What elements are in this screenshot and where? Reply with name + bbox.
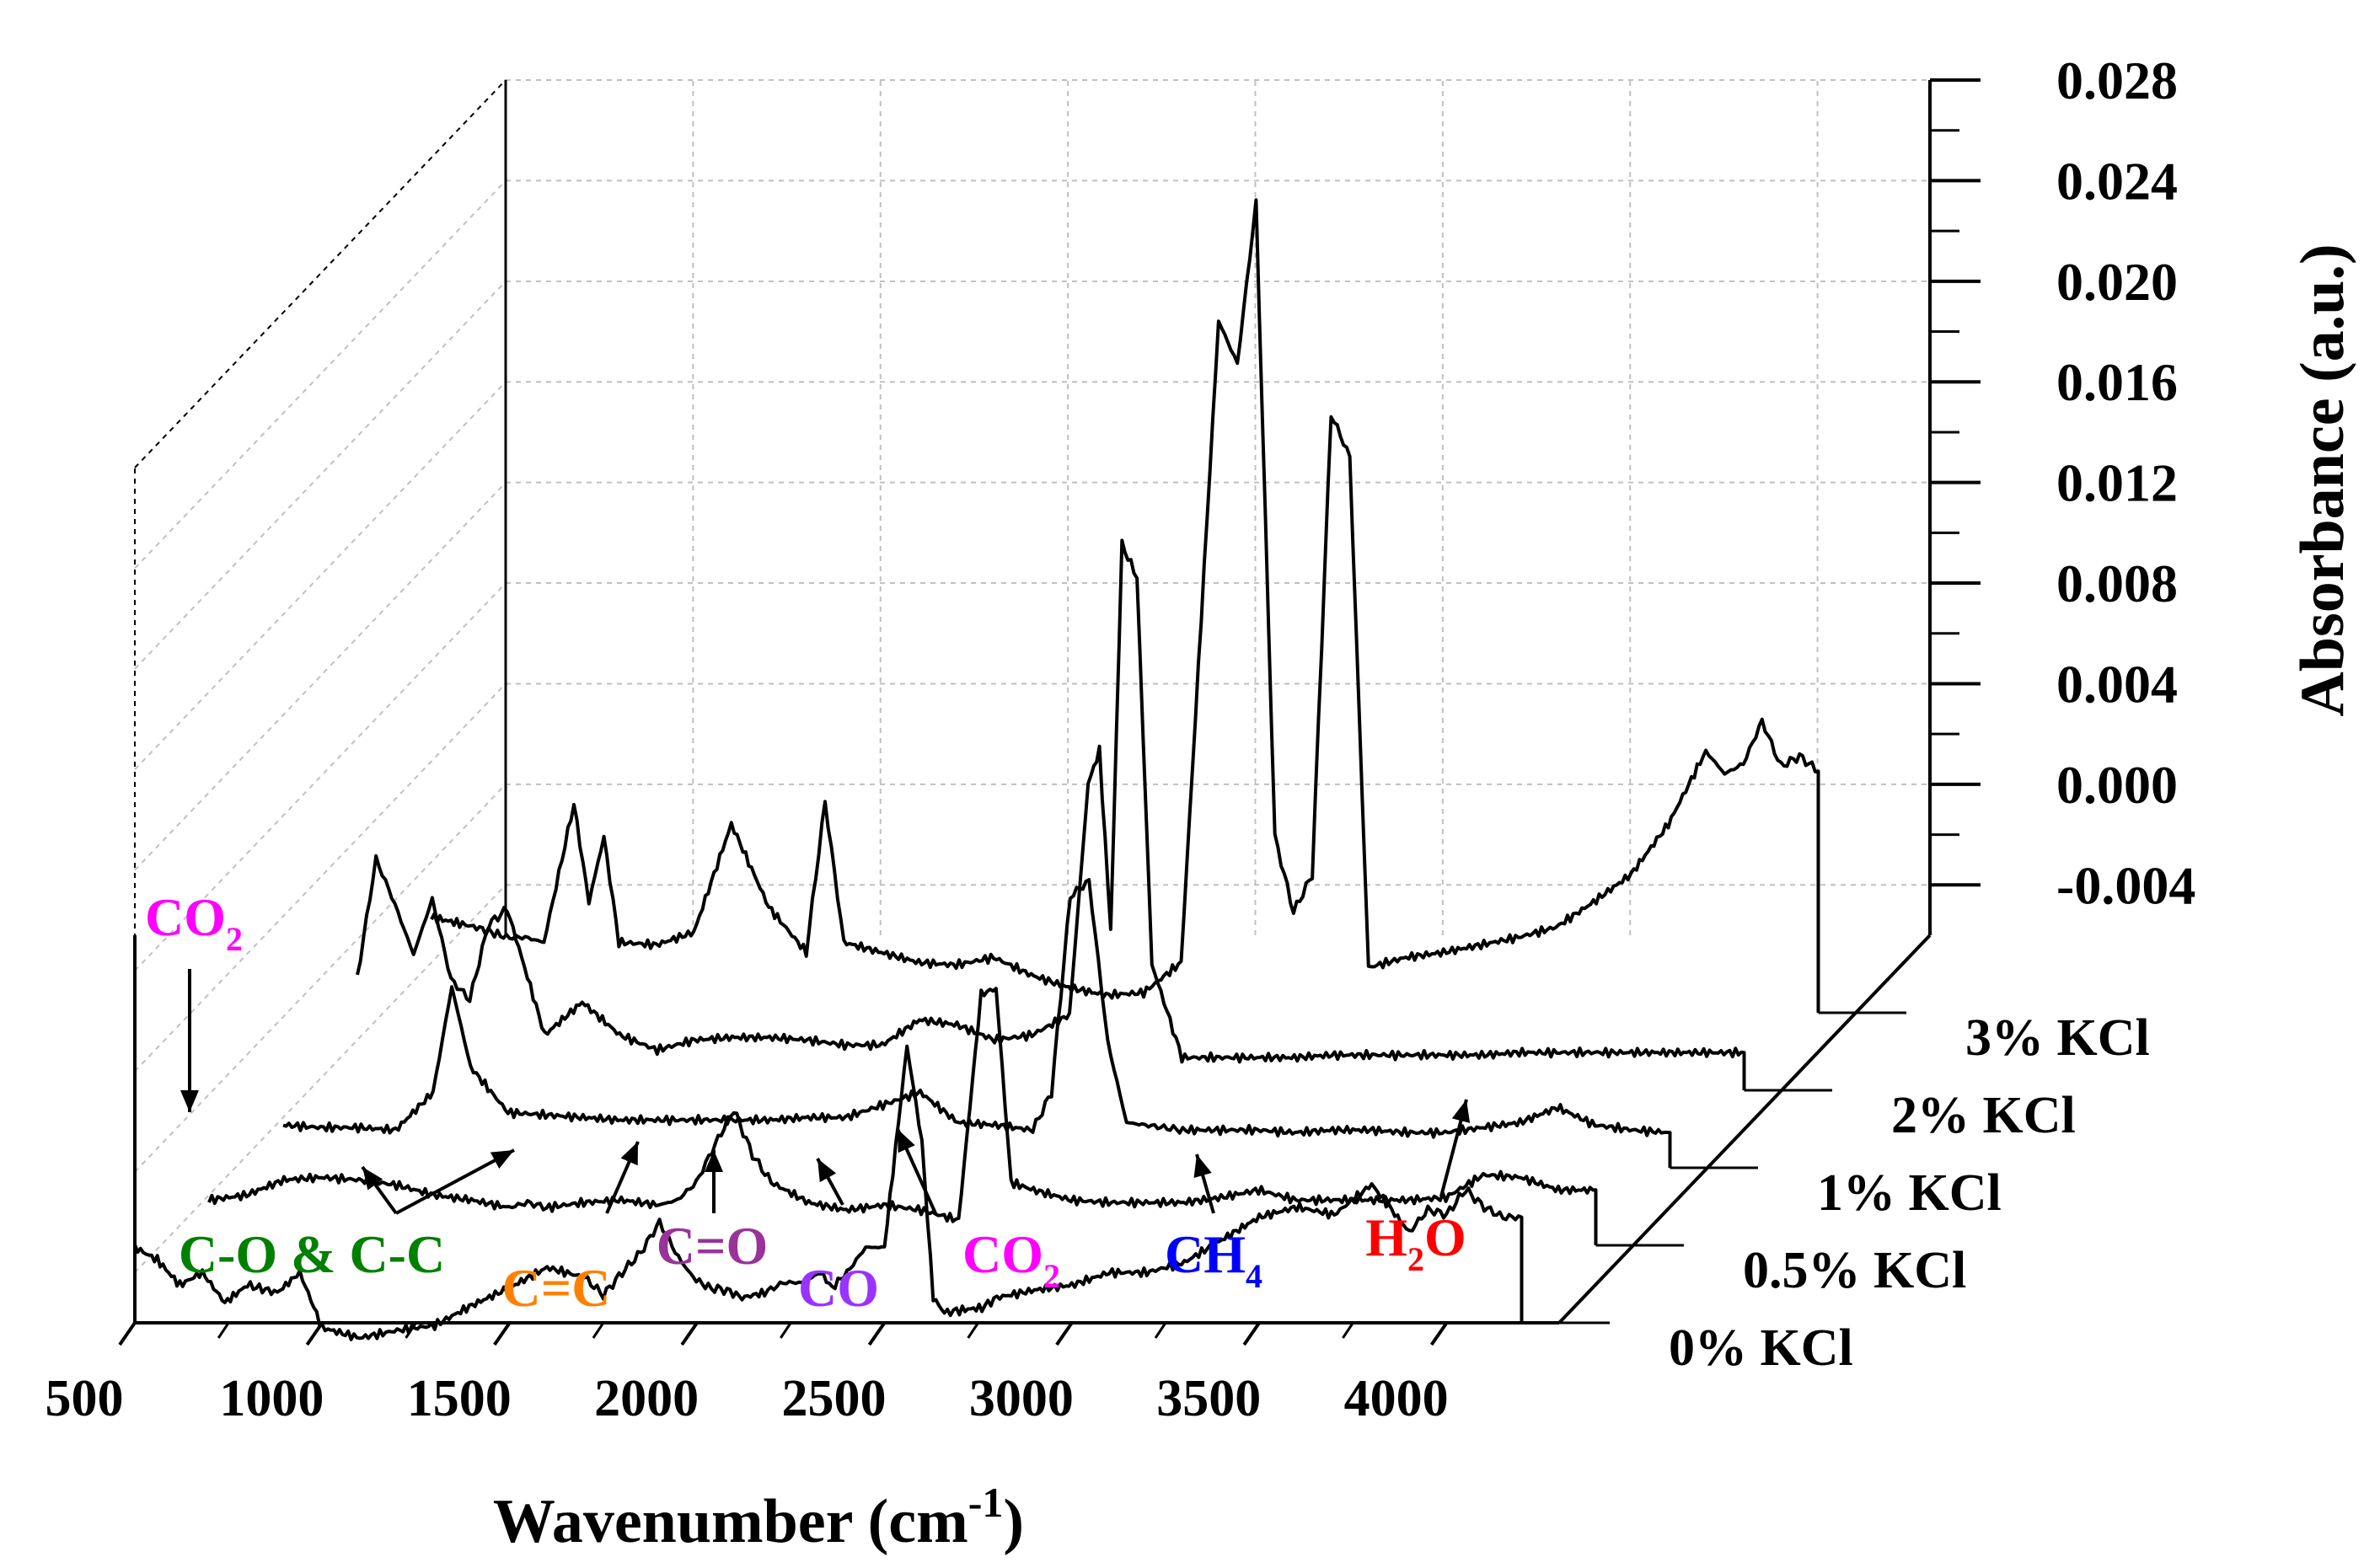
x-tick-label: 1000 bbox=[219, 1370, 324, 1427]
side-grid-line bbox=[134, 281, 507, 670]
x-tick-mark bbox=[1055, 1321, 1074, 1346]
annotation-arrowhead bbox=[1451, 1100, 1471, 1123]
x-tick-label: 3500 bbox=[1156, 1370, 1261, 1427]
x-tick-label: 4000 bbox=[1344, 1370, 1449, 1427]
annotation-arrowhead bbox=[620, 1142, 638, 1166]
x-tick-mark bbox=[1242, 1321, 1261, 1346]
annotation-arrowhead bbox=[817, 1159, 837, 1183]
y-tick-label: 0.000 bbox=[2056, 755, 2178, 815]
series-label-4: 3% KCl bbox=[1965, 1009, 2150, 1067]
grid bbox=[134, 79, 1930, 1273]
series-label-0: 0% KCl bbox=[1669, 1319, 1853, 1377]
series-label-1: 0.5% KCl bbox=[1743, 1242, 1966, 1299]
x-minor-tick bbox=[1154, 1322, 1167, 1339]
series-line-4 bbox=[430, 198, 1820, 1013]
y-tick-label: 0.016 bbox=[2056, 352, 2178, 412]
annotation-label: C=C bbox=[502, 1258, 611, 1318]
x-tick-label: 1500 bbox=[407, 1370, 512, 1427]
series-label-2: 1% KCl bbox=[1817, 1164, 2002, 1222]
series-line-2 bbox=[282, 878, 1672, 1168]
x-tick-mark bbox=[118, 1321, 137, 1346]
x-tick-mark bbox=[680, 1321, 699, 1346]
series-label-3: 2% KCl bbox=[1891, 1087, 2076, 1144]
top-left-edge bbox=[134, 79, 507, 468]
depth-axis: 0% KCl 0.5% KCl 1% KCl 2% KCl 3% KCl bbox=[1559, 1009, 2150, 1377]
annotation-label: C-O & C-C bbox=[179, 1224, 445, 1284]
annotation-arrow bbox=[395, 1148, 515, 1215]
series-line-0 bbox=[133, 1044, 1524, 1341]
side-grid-line bbox=[134, 682, 507, 1073]
x-tick-mark bbox=[867, 1321, 887, 1346]
annotation-label: H2O bbox=[1365, 1207, 1466, 1278]
x-minor-tick bbox=[1342, 1322, 1354, 1339]
annotation-arrowhead bbox=[362, 1167, 383, 1191]
y-tick-label: 0.004 bbox=[2056, 654, 2178, 714]
y-tick-label: 0.024 bbox=[2056, 151, 2178, 211]
series-line-3 bbox=[356, 538, 1746, 1090]
y-axis-title: Absorbance (a.u.) bbox=[2288, 243, 2357, 716]
x-tick-mark bbox=[1429, 1321, 1449, 1346]
side-grid-line bbox=[134, 481, 507, 871]
y-tick-label: 0.028 bbox=[2056, 51, 2178, 110]
y-tick-label: 0.020 bbox=[2056, 252, 2178, 312]
x-tick-label: 2000 bbox=[594, 1370, 699, 1427]
annotation-arrowhead bbox=[898, 1129, 915, 1153]
annotation-arrowhead bbox=[705, 1150, 723, 1172]
side-grid-line bbox=[134, 784, 507, 1173]
annotation-arrowhead bbox=[490, 1150, 514, 1169]
depth-edge bbox=[1557, 934, 1932, 1325]
annotation-label: CH4 bbox=[1165, 1224, 1262, 1295]
annotation-label: CO bbox=[798, 1258, 879, 1318]
y-tick-label: 0.008 bbox=[2056, 554, 2178, 613]
side-grid-line bbox=[134, 582, 507, 971]
y-tick-label: 0.012 bbox=[2056, 453, 2178, 513]
side-grid-line bbox=[134, 179, 507, 570]
y-tick-label: -0.004 bbox=[2056, 855, 2195, 915]
x-minor-tick bbox=[405, 1322, 417, 1339]
x-tick-mark bbox=[305, 1321, 324, 1346]
annotation-label: C=O bbox=[657, 1216, 768, 1276]
x-minor-tick bbox=[217, 1322, 230, 1339]
x-tick-label: 2500 bbox=[781, 1370, 886, 1427]
x-tick-label: 3000 bbox=[969, 1370, 1074, 1427]
annotation-arrowhead bbox=[180, 1090, 199, 1112]
y-axis: 0.028 0.024 0.020 0.016 0.012 0.008 0.004 0.000… bbox=[1930, 51, 2195, 915]
annotation-label: CO2 bbox=[962, 1224, 1060, 1295]
annotations: CO2 C-O & C-C C=C C=O CO CO2 CH4 H2O bbox=[145, 887, 1471, 1318]
series-line-1 bbox=[207, 987, 1598, 1245]
annotation-label: CO2 bbox=[145, 887, 243, 958]
x-axis-title: Wavenumber (cm-1) bbox=[493, 1479, 1024, 1556]
x-minor-tick bbox=[592, 1322, 605, 1339]
x-minor-tick bbox=[967, 1322, 979, 1339]
x-minor-tick bbox=[780, 1322, 792, 1339]
x-axis: 500 1000 1500 2000 2500 3000 3500 4000 bbox=[46, 1321, 1449, 1427]
side-grid-line bbox=[134, 381, 507, 770]
x-tick-mark bbox=[493, 1321, 512, 1346]
axes-frame bbox=[133, 79, 1932, 1325]
annotation-arrowhead bbox=[1193, 1154, 1212, 1179]
series-group bbox=[133, 198, 1856, 1341]
x-tick-label: 500 bbox=[46, 1370, 124, 1427]
